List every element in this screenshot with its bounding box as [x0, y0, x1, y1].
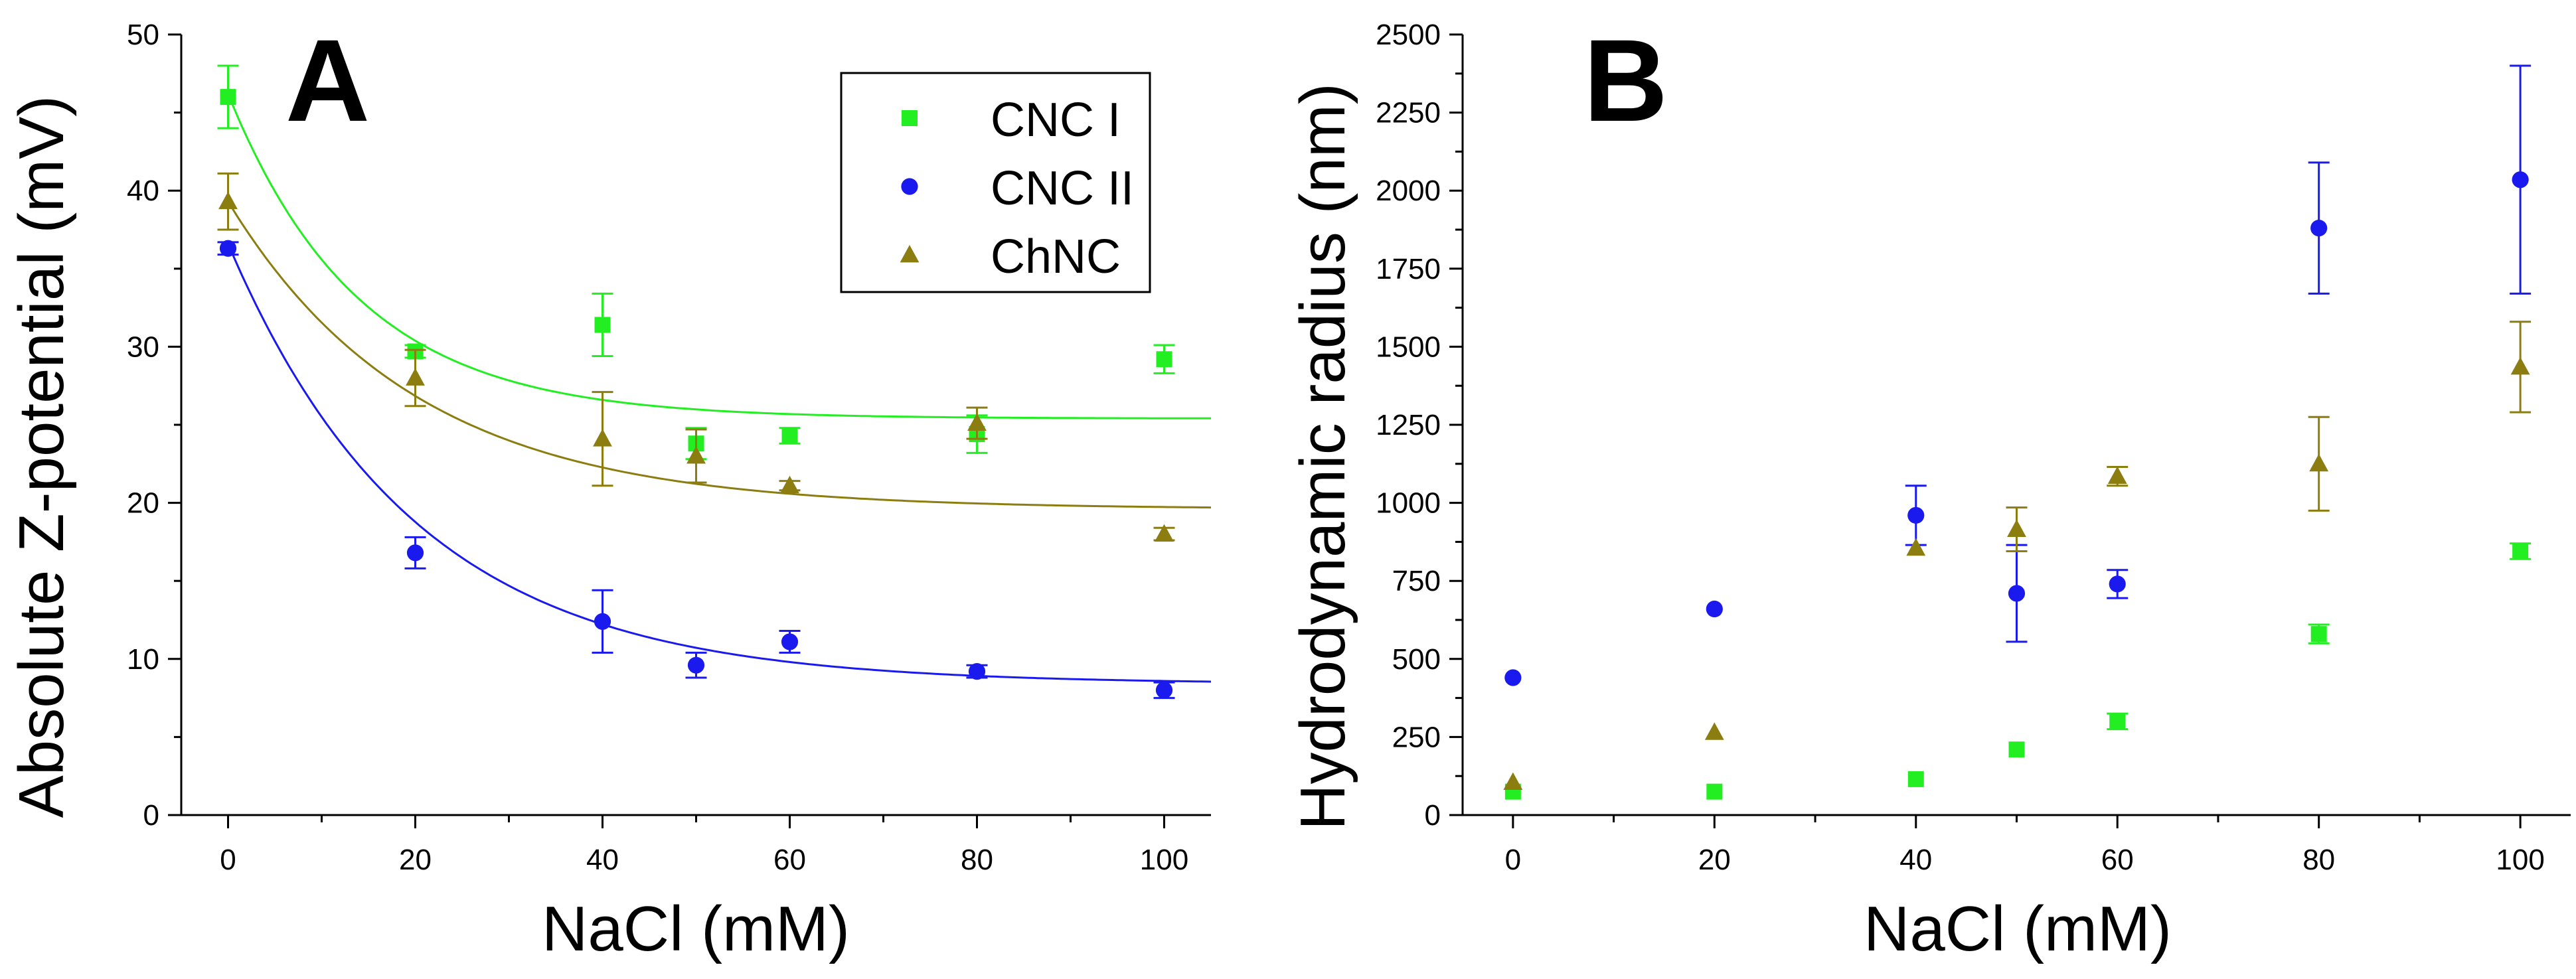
panel-a-point-chnc [218, 191, 238, 210]
panel-a-fit-curve-chnc [227, 200, 1212, 509]
panel-a-point-chnc [967, 413, 987, 431]
panel-a-point-cnc-ii [968, 663, 986, 680]
panel-a-y-tick-label: 0 [143, 799, 159, 832]
panel-b-point-cnc-ii [2512, 171, 2529, 188]
panel-b-point-cnc-ii [1504, 669, 1522, 686]
legend-label-cnc-ii: CNC II [991, 162, 1134, 215]
panel-b-y-tick-label: 0 [1425, 799, 1441, 832]
panel-b-y-tick-label: 1000 [1376, 487, 1441, 520]
legend-box [840, 72, 1151, 293]
panel-a-point-cnc-ii [594, 613, 611, 630]
panel-b-point-cnc-ii [2008, 585, 2026, 602]
panel-a-point-chnc [1155, 524, 1174, 542]
panel-b-y-tick-label: 2250 [1376, 97, 1441, 129]
panel-b-y-tick-label: 1500 [1376, 331, 1441, 363]
panel-a-x-tick-label: 20 [399, 844, 432, 876]
panel-b-point-chnc [1503, 772, 1523, 791]
legend-marker-cnc-ii [901, 178, 918, 195]
panel-a-point-cnc-ii [687, 656, 705, 674]
legend-marker-cnc-i [902, 110, 918, 126]
panel-a-x-tick-label: 0 [220, 844, 236, 876]
panel-b-point-cnc-i [1907, 771, 1924, 787]
panel-b-point-cnc-ii [2109, 575, 2126, 593]
panel-a-point-cnc-i [220, 89, 236, 106]
panel-b-point-chnc [2309, 453, 2329, 472]
panel-b-point-cnc-i [2008, 741, 2025, 758]
panel-b-point-chnc [1704, 722, 1724, 740]
panel-a-fit-curve-cnc-i [227, 93, 1211, 419]
panel-b-point-chnc [2510, 356, 2530, 375]
panel-b-y-tick-label: 1750 [1376, 253, 1441, 285]
panel-b-point-cnc-i [2512, 543, 2529, 560]
panel-a-y-tick-label: 20 [127, 487, 159, 520]
panel-b-point-cnc-ii [1706, 600, 1723, 618]
panel-b-x-tick-label: 100 [2496, 844, 2544, 876]
panel-a-legend: CNC I CNC II ChNC [840, 72, 1151, 293]
panel-b-chart: B NaCl (mM) Hydrodynamic radius (nm) 0 20… [1287, 16, 2571, 964]
panel-a-chart: A NaCl (mM) Absolute Z-potential (mV) CN… [6, 16, 1212, 964]
panel-b-y-tick-label: 1250 [1376, 409, 1441, 441]
panel-a-point-cnc-ii [1155, 682, 1173, 699]
panel-a-point-chnc [780, 475, 799, 494]
panel-b-x-tick-label: 80 [2302, 844, 2335, 876]
panel-a-fit-curve-cnc-ii [227, 243, 1212, 683]
panel-a-y-tick-label: 50 [127, 19, 159, 51]
panel-b-point-cnc-ii [2310, 220, 2328, 237]
panel-a-y-tick-label: 30 [127, 331, 159, 363]
panel-b-y-tick-label: 2000 [1376, 175, 1441, 207]
panel-b-x-tick-label: 60 [2101, 844, 2134, 876]
panel-a-y-tick-label: 10 [127, 643, 159, 676]
panel-b-y-axis-title: Hydrodynamic radius (nm) [1287, 83, 1358, 830]
legend-label-cnc-i: CNC I [991, 94, 1121, 147]
legend-label-chnc: ChNC [991, 230, 1121, 283]
panel-b-point-cnc-i [2109, 713, 2126, 729]
panel-b-y-tick-label: 500 [1392, 643, 1441, 676]
panel-b-point-cnc-i [2310, 626, 2327, 642]
panel-a-point-chnc [406, 368, 425, 386]
panel-b-x-tick-label: 20 [1698, 844, 1731, 876]
panel-a-point-chnc [686, 446, 706, 464]
panel-b-point-cnc-i [1706, 783, 1723, 800]
panel-b-x-axis-title: NaCl (mM) [1864, 893, 2172, 964]
panel-b-y-tick-label: 2500 [1376, 19, 1441, 51]
panel-a-point-cnc-i [1156, 351, 1172, 368]
panel-b-point-chnc [1906, 538, 1926, 556]
legend-marker-chnc [900, 245, 920, 263]
panel-b-letter: B [1583, 16, 1668, 146]
panel-a-x-tick-label: 100 [1140, 844, 1188, 876]
panel-b-point-chnc [2107, 466, 2127, 485]
panel-a-y-tick-label: 40 [127, 175, 159, 207]
panel-a-y-axis-title: Absolute Z-potential (mV) [6, 96, 77, 818]
panel-a-x-tick-label: 60 [773, 844, 806, 876]
panel-b-y-tick-label: 750 [1392, 565, 1441, 597]
panel-b-point-cnc-ii [1907, 506, 1925, 524]
panel-a-x-axis-title: NaCl (mM) [542, 893, 850, 964]
panel-a-letter: A [285, 16, 370, 146]
panel-a-point-cnc-ii [781, 633, 799, 650]
panel-a-point-cnc-ii [406, 544, 424, 562]
panel-b-x-tick-label: 40 [1899, 844, 1932, 876]
panel-b-y-tick-label: 250 [1392, 721, 1441, 753]
panel-b-x-tick-label: 0 [1505, 844, 1521, 876]
panel-a-point-cnc-ii [219, 240, 237, 257]
panel-a-point-cnc-i [594, 317, 611, 333]
panel-a-x-tick-label: 80 [961, 844, 993, 876]
panel-a-x-tick-label: 40 [586, 844, 619, 876]
panel-a-point-chnc [593, 429, 612, 447]
panel-b-point-chnc [2007, 519, 2026, 537]
panel-a-point-cnc-i [781, 427, 798, 444]
